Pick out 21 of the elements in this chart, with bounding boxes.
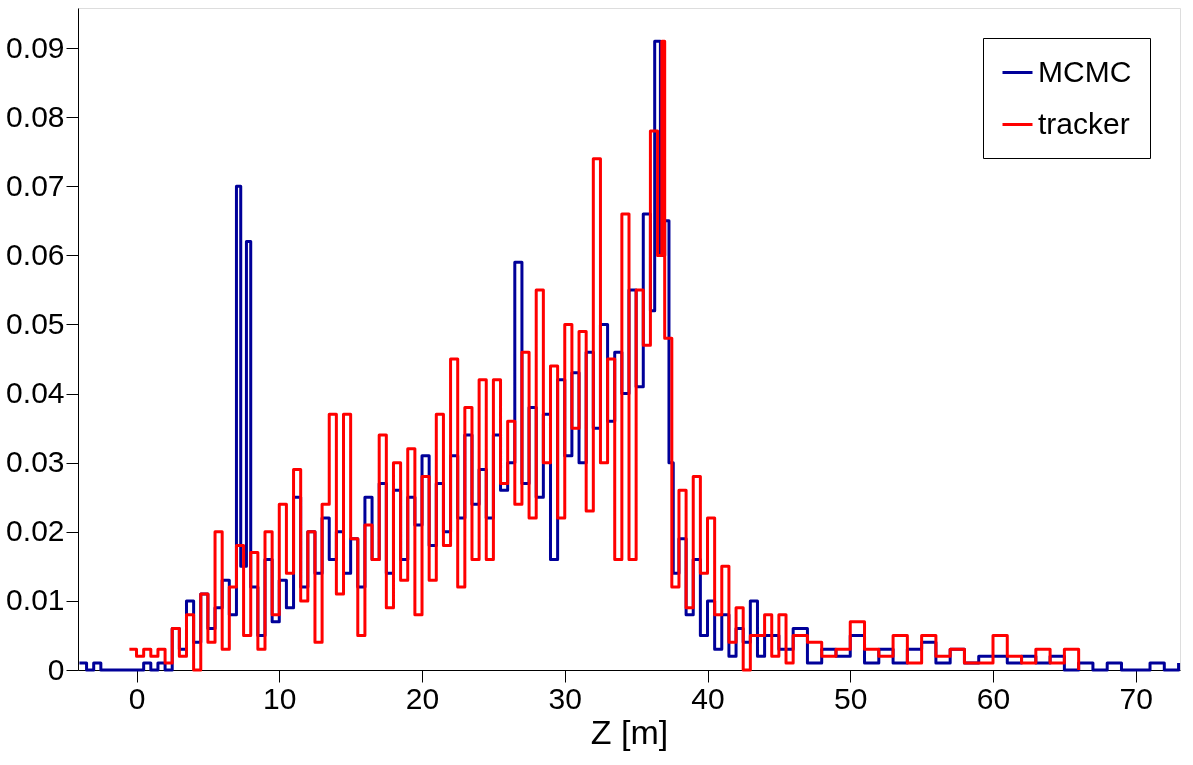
x-tick-label: 30 bbox=[548, 681, 582, 715]
y-tick-label: 0.02 bbox=[6, 514, 65, 548]
x-tick-label: 50 bbox=[834, 681, 868, 715]
x-tick-label: 0 bbox=[128, 681, 146, 715]
x-axis-title: Z [m] bbox=[590, 712, 669, 751]
y-tick-label: 0.09 bbox=[6, 30, 65, 64]
y-tick-label: 0.07 bbox=[6, 168, 65, 202]
y-tick-label: 0.08 bbox=[6, 99, 65, 133]
y-tick-label: 0.01 bbox=[6, 583, 65, 617]
y-tick-label: 0.06 bbox=[6, 237, 65, 271]
legend-label: MCMC bbox=[1038, 54, 1132, 88]
x-tick-label: 60 bbox=[976, 681, 1011, 715]
x-tick-label: 40 bbox=[691, 681, 725, 715]
y-tick-label: 0.05 bbox=[6, 306, 65, 340]
y-tick-label: 0 bbox=[47, 652, 65, 686]
y-tick-label: 0.04 bbox=[6, 376, 65, 410]
x-tick-label: 20 bbox=[405, 681, 440, 715]
x-tick-label: 10 bbox=[263, 681, 297, 715]
legend-label: tracker bbox=[1038, 106, 1130, 140]
x-tick-label: 70 bbox=[1119, 681, 1153, 715]
y-tick-label: 0.03 bbox=[6, 445, 65, 479]
